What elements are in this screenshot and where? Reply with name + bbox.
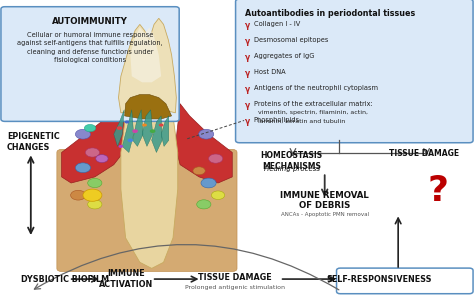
Circle shape (142, 124, 147, 127)
Text: Phospholipids: Phospholipids (254, 117, 300, 123)
Circle shape (88, 200, 102, 209)
Text: γ: γ (245, 117, 250, 126)
Text: Autoantibodies in periodontal tissues: Autoantibodies in periodontal tissues (245, 9, 415, 18)
Circle shape (117, 126, 122, 130)
FancyBboxPatch shape (236, 0, 473, 143)
Text: vimentin, spectrin, filaminin, actin,: vimentin, spectrin, filaminin, actin, (254, 110, 368, 115)
Polygon shape (114, 110, 124, 146)
Text: ?: ? (428, 174, 449, 208)
Polygon shape (152, 116, 162, 152)
Polygon shape (121, 110, 178, 268)
Circle shape (84, 124, 96, 132)
Circle shape (88, 178, 102, 188)
Text: γ: γ (245, 85, 250, 94)
Circle shape (209, 154, 223, 163)
Circle shape (132, 129, 138, 133)
Polygon shape (175, 104, 232, 183)
Text: Cellular or humoral immune response
against self-antigens that fulfills regulati: Cellular or humoral immune response agai… (17, 32, 163, 63)
Text: γ: γ (245, 21, 250, 30)
Circle shape (125, 120, 129, 124)
Circle shape (211, 191, 225, 199)
Polygon shape (161, 116, 169, 146)
Circle shape (118, 145, 123, 148)
Circle shape (75, 129, 91, 139)
Polygon shape (130, 27, 161, 82)
Polygon shape (122, 110, 134, 152)
Circle shape (150, 129, 155, 133)
Text: DYSBIOTIC BIOFILM: DYSBIOTIC BIOFILM (21, 274, 109, 284)
Circle shape (199, 129, 214, 139)
Circle shape (83, 189, 102, 201)
Circle shape (159, 124, 164, 127)
Text: Desmosomal epitopes: Desmosomal epitopes (254, 37, 328, 43)
Circle shape (193, 167, 205, 175)
Circle shape (75, 163, 91, 173)
Text: SELF-RESPONSIVENESS: SELF-RESPONSIVENESS (327, 274, 432, 284)
FancyBboxPatch shape (337, 268, 473, 294)
Text: AUTOIMMUNITY: AUTOIMMUNITY (52, 17, 128, 26)
Text: IMMUNE
ACTIVATION: IMMUNE ACTIVATION (99, 269, 153, 289)
Polygon shape (118, 18, 176, 113)
FancyBboxPatch shape (57, 149, 237, 271)
Text: γ: γ (245, 101, 250, 110)
Text: Proteins of the extracellular matrix:: Proteins of the extracellular matrix: (254, 101, 373, 107)
Text: HOMEOSTASIS
MECHANISMS: HOMEOSTASIS MECHANISMS (260, 151, 323, 171)
Text: TISSUE DAMAGE: TISSUE DAMAGE (198, 273, 272, 282)
FancyBboxPatch shape (1, 7, 179, 121)
Text: Antigens of the neutrophil cytoplasm: Antigens of the neutrophil cytoplasm (254, 85, 378, 91)
Circle shape (197, 200, 211, 209)
Text: γ: γ (245, 53, 250, 62)
Text: Aggregates of IgG: Aggregates of IgG (254, 53, 314, 59)
Circle shape (201, 178, 216, 188)
Text: EPIGENETIC
CHANGES: EPIGENETIC CHANGES (7, 132, 60, 152)
Text: Collagen I - IV: Collagen I - IV (254, 21, 300, 27)
Circle shape (85, 148, 100, 157)
Text: Healing process: Healing process (264, 166, 319, 172)
Circle shape (128, 138, 133, 142)
Text: TISSUE DAMAGE: TISSUE DAMAGE (389, 149, 459, 159)
Polygon shape (125, 95, 172, 119)
Text: γ: γ (245, 69, 250, 78)
Polygon shape (133, 110, 143, 146)
Text: ANCAs - Apoptotic PMN removal: ANCAs - Apoptotic PMN removal (281, 212, 369, 217)
Text: laminin, keratin and tubulin: laminin, keratin and tubulin (254, 118, 345, 123)
Text: Prolonged antigenic stimulation: Prolonged antigenic stimulation (185, 285, 284, 290)
Text: Host DNA: Host DNA (254, 69, 285, 75)
Circle shape (71, 190, 86, 200)
Text: IMMUNE REMOVAL
OF DEBRIS: IMMUNE REMOVAL OF DEBRIS (280, 191, 369, 210)
Text: γ: γ (245, 37, 250, 46)
Polygon shape (142, 110, 153, 146)
Circle shape (96, 155, 108, 163)
Polygon shape (62, 104, 128, 183)
